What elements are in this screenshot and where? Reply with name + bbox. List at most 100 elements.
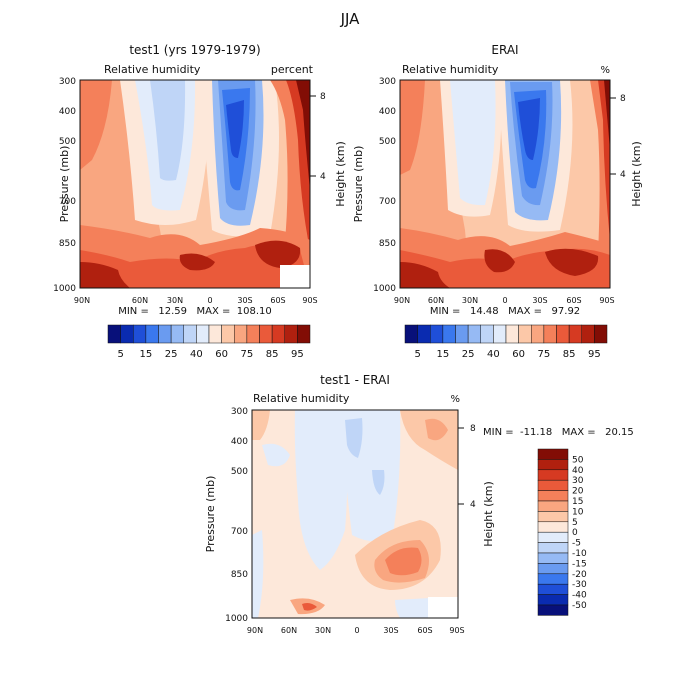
colorbar-box	[537, 583, 569, 595]
colorbar-label: 40	[190, 349, 203, 360]
colorbar-box	[581, 324, 595, 344]
panel-difference-units: %	[450, 394, 460, 405]
panel-erai-field	[400, 80, 610, 288]
colorbar-box	[537, 469, 569, 481]
colorbar-label: -50	[572, 601, 587, 611]
panel-erai-ylabel-right: Height (km)	[630, 141, 643, 207]
colorbar-label: 5	[117, 349, 123, 360]
panel-difference-ytick-300: 300	[231, 407, 248, 417]
colorbar-box	[537, 490, 569, 502]
panel-difference-xtick-90n: 90N	[247, 626, 263, 635]
colorbar-label: 25	[165, 349, 178, 360]
panel-difference-xtick-90s: 90S	[449, 626, 464, 635]
panel-test1-units: percent	[271, 63, 314, 76]
panel-erai-colorbar: 5 15 25 40 60 75 85 95	[404, 324, 608, 360]
colorbar-box	[442, 324, 456, 344]
colorbar-label: 30	[572, 476, 584, 486]
panel-test1-xtick-60s: 60S	[270, 296, 285, 305]
panel-erai-stats: MIN = 14.48 MAX = 97.92	[430, 306, 580, 317]
colorbar-label: 60	[215, 349, 228, 360]
colorbar-label: -15	[572, 559, 587, 569]
colorbar-label: 75	[241, 349, 254, 360]
colorbar-box	[537, 563, 569, 575]
panel-test1-ytick-850: 850	[59, 239, 76, 249]
colorbar-box	[145, 324, 159, 344]
colorbar-box	[537, 604, 569, 616]
panel-test1-xtick-0: 0	[207, 296, 212, 305]
panel-test1-y-axis: 300 400 500 700 850 1000	[53, 77, 76, 294]
panel-test1-xtick-30n: 30N	[167, 296, 183, 305]
panel-difference-ytick-700: 700	[231, 527, 248, 537]
panel-erai-ylabel: Pressure (mb)	[352, 146, 365, 223]
panel-test1-ytick-700: 700	[59, 197, 76, 207]
colorbar-label: -40	[572, 591, 587, 601]
panel-erai-title: ERAI	[491, 43, 518, 57]
colorbar-label: 15	[437, 349, 450, 360]
colorbar-label: -20	[572, 570, 587, 580]
colorbar-box	[107, 324, 121, 344]
panel-erai-ytick-300: 300	[379, 77, 396, 87]
panel-erai-height-4: 4	[620, 170, 626, 180]
panel-test1-field	[80, 80, 310, 288]
colorbar-box	[531, 324, 545, 344]
colorbar-label: 85	[563, 349, 576, 360]
colorbar-box	[537, 511, 569, 523]
panel-erai-xtick-30s: 30S	[532, 296, 547, 305]
figure-title: JJA	[340, 10, 361, 28]
colorbar-box	[430, 324, 444, 344]
panel-difference-subtitle: Relative humidity	[253, 392, 350, 405]
colorbar-box	[537, 594, 569, 606]
colorbar-label: 5	[572, 518, 578, 528]
panel-erai-ytick-1000: 1000	[373, 284, 396, 294]
colorbar-box	[196, 324, 210, 344]
colorbar-box	[537, 542, 569, 554]
panel-difference-field	[252, 410, 458, 618]
panel-difference-stats: MIN = -11.18 MAX = 20.15	[483, 427, 634, 438]
colorbar-box	[297, 324, 311, 344]
panel-test1-title: test1 (yrs 1979-1979)	[129, 43, 260, 57]
panel-difference-xtick-30n: 30N	[315, 626, 331, 635]
panel-test1-right-axis: 8 4 Height (km)	[310, 92, 347, 207]
panel-erai-right-axis: 8 4 Height (km)	[610, 94, 643, 207]
panel-erai-subtitle: Relative humidity	[402, 63, 499, 76]
colorbar-box	[505, 324, 519, 344]
panel-erai-ytick-850: 850	[379, 239, 396, 249]
colorbar-box	[133, 324, 147, 344]
colorbar-box	[158, 324, 172, 344]
panel-difference-xtick-30s: 30S	[383, 626, 398, 635]
colorbar-box	[537, 459, 569, 471]
colorbar-box	[183, 324, 197, 344]
panel-test1-xtick-60n: 60N	[132, 296, 148, 305]
panel-difference-ytick-1000: 1000	[225, 614, 248, 624]
panel-erai-xtick-0: 0	[502, 296, 507, 305]
colorbar-label: 40	[487, 349, 500, 360]
panel-test1-xtick-30s: 30S	[237, 296, 252, 305]
panel-test1-xtick-90n: 90N	[74, 296, 90, 305]
panel-erai-ytick-500: 500	[379, 137, 396, 147]
panel-difference: test1 - ERAI Relative humidity % 300 40	[204, 373, 634, 635]
panel-difference-x-axis: 90N 60N 30N 0 30S 60S 90S	[247, 626, 465, 635]
colorbar-box	[234, 324, 248, 344]
colorbar-box	[568, 324, 582, 344]
colorbar-label: -10	[572, 549, 587, 559]
panel-test1-height-4: 4	[320, 172, 326, 182]
panel-difference-xtick-60s: 60S	[417, 626, 432, 635]
colorbar-box	[120, 324, 134, 344]
panel-test1-ytick-1000: 1000	[53, 284, 76, 294]
colorbar-box	[594, 324, 608, 344]
panel-test1-stats: MIN = 12.59 MAX = 108.10	[118, 306, 272, 317]
panel-erai-xtick-30n: 30N	[462, 296, 478, 305]
colorbar-box	[404, 324, 418, 344]
colorbar-box	[467, 324, 481, 344]
panel-test1-ylabel-right: Height (km)	[334, 141, 347, 207]
panel-erai: ERAI Relative humidity % 300 400	[352, 43, 643, 360]
colorbar-box	[246, 324, 260, 344]
colorbar-box	[259, 324, 273, 344]
panel-erai-y-axis: 300 400 500 700 850 1000	[373, 77, 396, 294]
panel-test1-subtitle: Relative humidity	[104, 63, 201, 76]
panel-difference-title: test1 - ERAI	[320, 373, 390, 387]
colorbar-box	[518, 324, 532, 344]
panel-test1-x-axis: 90N 60N 30N 0 30S 60S 90S	[74, 296, 318, 305]
colorbar-box	[170, 324, 184, 344]
colorbar-box	[537, 552, 569, 564]
